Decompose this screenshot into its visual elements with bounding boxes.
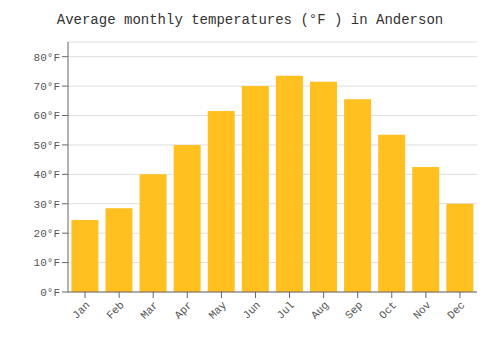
svg-text:Oct: Oct <box>377 299 399 321</box>
svg-text:60°F: 60°F <box>34 110 60 122</box>
svg-text:Nov: Nov <box>411 299 434 322</box>
svg-text:70°F: 70°F <box>34 81 60 93</box>
svg-text:0°F: 0°F <box>40 287 60 299</box>
svg-text:Sep: Sep <box>343 299 365 321</box>
svg-text:Dec: Dec <box>445 299 467 321</box>
svg-text:80°F: 80°F <box>34 52 60 64</box>
svg-text:20°F: 20°F <box>34 228 60 240</box>
svg-text:May: May <box>207 299 230 322</box>
svg-text:Jan: Jan <box>70 299 92 321</box>
svg-text:Jul: Jul <box>275 299 297 321</box>
html-text:Average monthly temperatures (: Average monthly temperatures (°F ) in An… <box>56 12 444 28</box>
svg-text:Aug: Aug <box>309 299 331 321</box>
svg-text:Apr: Apr <box>172 299 194 321</box>
svg-text:Feb: Feb <box>104 299 126 321</box>
svg-text:50°F: 50°F <box>34 140 60 152</box>
svg-text:Mar: Mar <box>138 299 160 321</box>
svg-text:Jun: Jun <box>241 299 263 321</box>
svg-text:10°F: 10°F <box>34 257 60 269</box>
svg-text:40°F: 40°F <box>34 169 60 181</box>
svg-text:30°F: 30°F <box>34 199 60 211</box>
